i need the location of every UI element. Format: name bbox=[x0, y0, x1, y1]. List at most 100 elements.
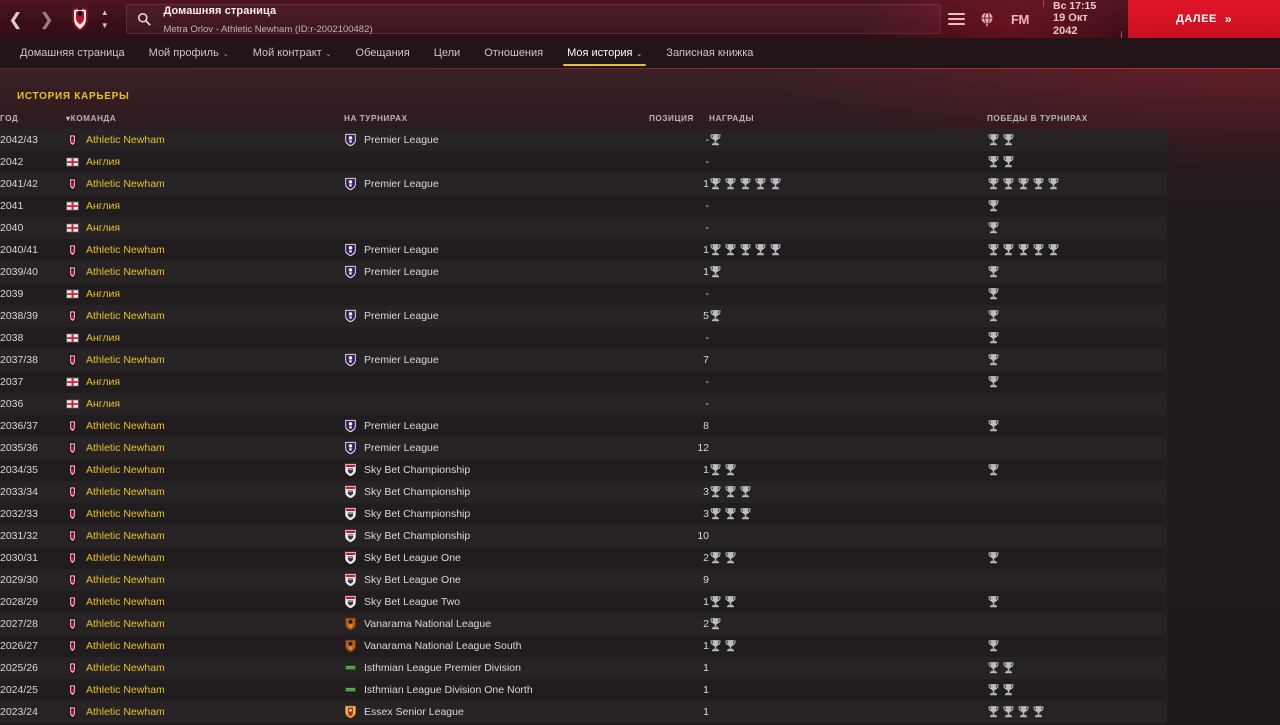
tab-7[interactable]: Записная книжка bbox=[654, 38, 765, 68]
cell-team[interactable]: Athletic Newham bbox=[66, 415, 344, 437]
cell-competition[interactable]: Premier League bbox=[344, 261, 649, 283]
competition-name-link[interactable]: Isthmian League Division One North bbox=[364, 684, 533, 696]
cell-awards[interactable] bbox=[709, 525, 987, 547]
cell-wins[interactable] bbox=[987, 261, 1167, 283]
team-name-link[interactable]: Athletic Newham bbox=[86, 486, 165, 498]
fm-logo[interactable]: FM bbox=[1011, 11, 1029, 27]
cell-wins[interactable] bbox=[987, 613, 1167, 635]
tab-3[interactable]: Обещания bbox=[344, 38, 422, 68]
cell-wins[interactable] bbox=[987, 657, 1167, 679]
team-name-link[interactable]: Athletic Newham bbox=[86, 596, 165, 608]
competition-name-link[interactable]: Vanarama National League bbox=[364, 618, 492, 630]
cell-competition[interactable] bbox=[344, 327, 649, 349]
cell-wins[interactable] bbox=[987, 459, 1167, 481]
cell-team[interactable]: Англия bbox=[66, 217, 344, 239]
cell-team[interactable]: Англия bbox=[66, 151, 344, 173]
tab-6[interactable]: Моя история ⌄ bbox=[555, 38, 654, 68]
cell-wins[interactable] bbox=[987, 327, 1167, 349]
column-header-awards[interactable]: НАГРАДЫ bbox=[709, 114, 755, 123]
tab-2[interactable]: Мой контракт ⌄ bbox=[241, 38, 344, 68]
cell-competition[interactable]: Sky Bet Championship bbox=[344, 503, 649, 525]
tab-1[interactable]: Мой профиль ⌄ bbox=[137, 38, 241, 68]
table-row[interactable]: 2033/34 Athletic Newham Sky Bet Championsh… bbox=[0, 481, 1167, 503]
table-row[interactable]: 2028/29 Athletic Newham Sky Bet League Two… bbox=[0, 591, 1167, 613]
column-header-position[interactable]: ПОЗИЦИЯ bbox=[649, 114, 694, 123]
table-row[interactable]: 2040/41 Athletic Newham Premier League 1 bbox=[0, 239, 1167, 261]
team-name-link[interactable]: Athletic Newham bbox=[86, 310, 165, 322]
cell-competition[interactable] bbox=[344, 195, 649, 217]
cell-awards[interactable] bbox=[709, 239, 987, 261]
table-row[interactable]: 2039/40 Athletic Newham Premier League 1 bbox=[0, 261, 1167, 283]
team-name-link[interactable]: Athletic Newham bbox=[86, 640, 165, 652]
team-name-link[interactable]: Athletic Newham bbox=[86, 508, 165, 520]
table-row[interactable]: 2023/24 Athletic Newham Essex Senior Leagu… bbox=[0, 701, 1167, 723]
competition-name-link[interactable]: Premier League bbox=[364, 420, 439, 432]
cell-wins[interactable] bbox=[987, 503, 1167, 525]
competition-name-link[interactable]: Sky Bet League Two bbox=[364, 596, 461, 608]
cell-competition[interactable]: Premier League bbox=[344, 305, 649, 327]
table-row[interactable]: 2037 Англия - bbox=[0, 371, 1167, 393]
cell-wins[interactable] bbox=[987, 437, 1167, 459]
cell-wins[interactable] bbox=[987, 569, 1167, 591]
table-row[interactable]: 2027/28 Athletic Newham Vanarama National … bbox=[0, 613, 1167, 635]
cell-competition[interactable]: Vanarama National League South bbox=[344, 635, 649, 657]
cell-awards[interactable] bbox=[709, 591, 987, 613]
search-input[interactable]: Домашняя страница Metra Orlov - Athletic… bbox=[126, 4, 941, 35]
table-row[interactable]: 2034/35 Athletic Newham Sky Bet Championsh… bbox=[0, 459, 1167, 481]
competition-name-link[interactable]: Sky Bet League One bbox=[364, 552, 461, 564]
team-name-link[interactable]: Athletic Newham bbox=[86, 530, 165, 542]
cell-team[interactable]: Англия bbox=[66, 371, 344, 393]
competition-name-link[interactable]: Vanarama National League South bbox=[364, 640, 522, 652]
cell-team[interactable]: Англия bbox=[66, 195, 344, 217]
cell-awards[interactable] bbox=[709, 503, 987, 525]
table-row[interactable]: 2032/33 Athletic Newham Sky Bet Championsh… bbox=[0, 503, 1167, 525]
team-name-link[interactable]: Англия bbox=[86, 222, 121, 234]
competition-name-link[interactable]: Isthmian League Premier Division bbox=[364, 662, 521, 674]
cell-competition[interactable]: Premier League bbox=[344, 415, 649, 437]
cell-team[interactable]: Athletic Newham bbox=[66, 569, 344, 591]
cell-awards[interactable] bbox=[709, 657, 987, 679]
table-row[interactable]: 2035/36 Athletic Newham Premier League 12 bbox=[0, 437, 1167, 459]
cell-competition[interactable]: Premier League bbox=[344, 349, 649, 371]
competition-name-link[interactable]: Sky Bet League One bbox=[364, 574, 461, 586]
hamburger-menu-icon[interactable] bbox=[941, 0, 972, 38]
team-name-link[interactable]: Athletic Newham bbox=[86, 706, 165, 718]
table-row[interactable]: 2024/25 Athletic Newham Isthmian League Di… bbox=[0, 679, 1167, 701]
table-row[interactable]: 2036/37 Athletic Newham Premier League 8 bbox=[0, 415, 1167, 437]
cell-awards[interactable] bbox=[709, 437, 987, 459]
cell-awards[interactable] bbox=[709, 701, 987, 723]
team-name-link[interactable]: Athletic Newham bbox=[86, 464, 165, 476]
competition-name-link[interactable]: Premier League bbox=[364, 354, 439, 366]
team-name-link[interactable]: Athletic Newham bbox=[86, 178, 165, 190]
cell-competition[interactable] bbox=[344, 283, 649, 305]
table-row[interactable]: 2025/26 Athletic Newham Isthmian League Pr… bbox=[0, 657, 1167, 679]
table-row[interactable]: 2040 Англия - bbox=[0, 217, 1167, 239]
cell-awards[interactable] bbox=[709, 547, 987, 569]
competition-name-link[interactable]: Premier League bbox=[364, 134, 439, 146]
table-row[interactable]: 2039 Англия - bbox=[0, 283, 1167, 305]
cell-team[interactable]: Англия bbox=[66, 327, 344, 349]
cell-team[interactable]: Athletic Newham bbox=[66, 481, 344, 503]
cell-team[interactable]: Athletic Newham bbox=[66, 591, 344, 613]
cell-awards[interactable] bbox=[709, 173, 987, 195]
team-name-link[interactable]: Athletic Newham bbox=[86, 244, 165, 256]
team-name-link[interactable]: Athletic Newham bbox=[86, 266, 165, 278]
cell-competition[interactable]: Isthmian League Premier Division bbox=[344, 657, 649, 679]
team-name-link[interactable]: Athletic Newham bbox=[86, 662, 165, 674]
cell-competition[interactable] bbox=[344, 151, 649, 173]
cell-competition[interactable]: Sky Bet League One bbox=[344, 547, 649, 569]
cell-competition[interactable]: Isthmian League Division One North bbox=[344, 679, 649, 701]
table-row[interactable]: 2041/42 Athletic Newham Premier League 1 bbox=[0, 173, 1167, 195]
cell-team[interactable]: Athletic Newham bbox=[66, 437, 344, 459]
table-row[interactable]: 2042 Англия - bbox=[0, 151, 1167, 173]
tab-0[interactable]: Домашняя страница bbox=[8, 38, 137, 68]
team-name-link[interactable]: Athletic Newham bbox=[86, 552, 165, 564]
cell-competition[interactable]: Essex Senior League bbox=[344, 701, 649, 723]
cell-team[interactable]: Athletic Newham bbox=[66, 701, 344, 723]
globe-icon[interactable] bbox=[972, 0, 1003, 38]
cell-competition[interactable]: Sky Bet League One bbox=[344, 569, 649, 591]
cell-awards[interactable] bbox=[709, 371, 987, 393]
cell-awards[interactable] bbox=[709, 481, 987, 503]
team-name-link[interactable]: Англия bbox=[86, 288, 121, 300]
team-name-link[interactable]: Англия bbox=[86, 156, 121, 168]
